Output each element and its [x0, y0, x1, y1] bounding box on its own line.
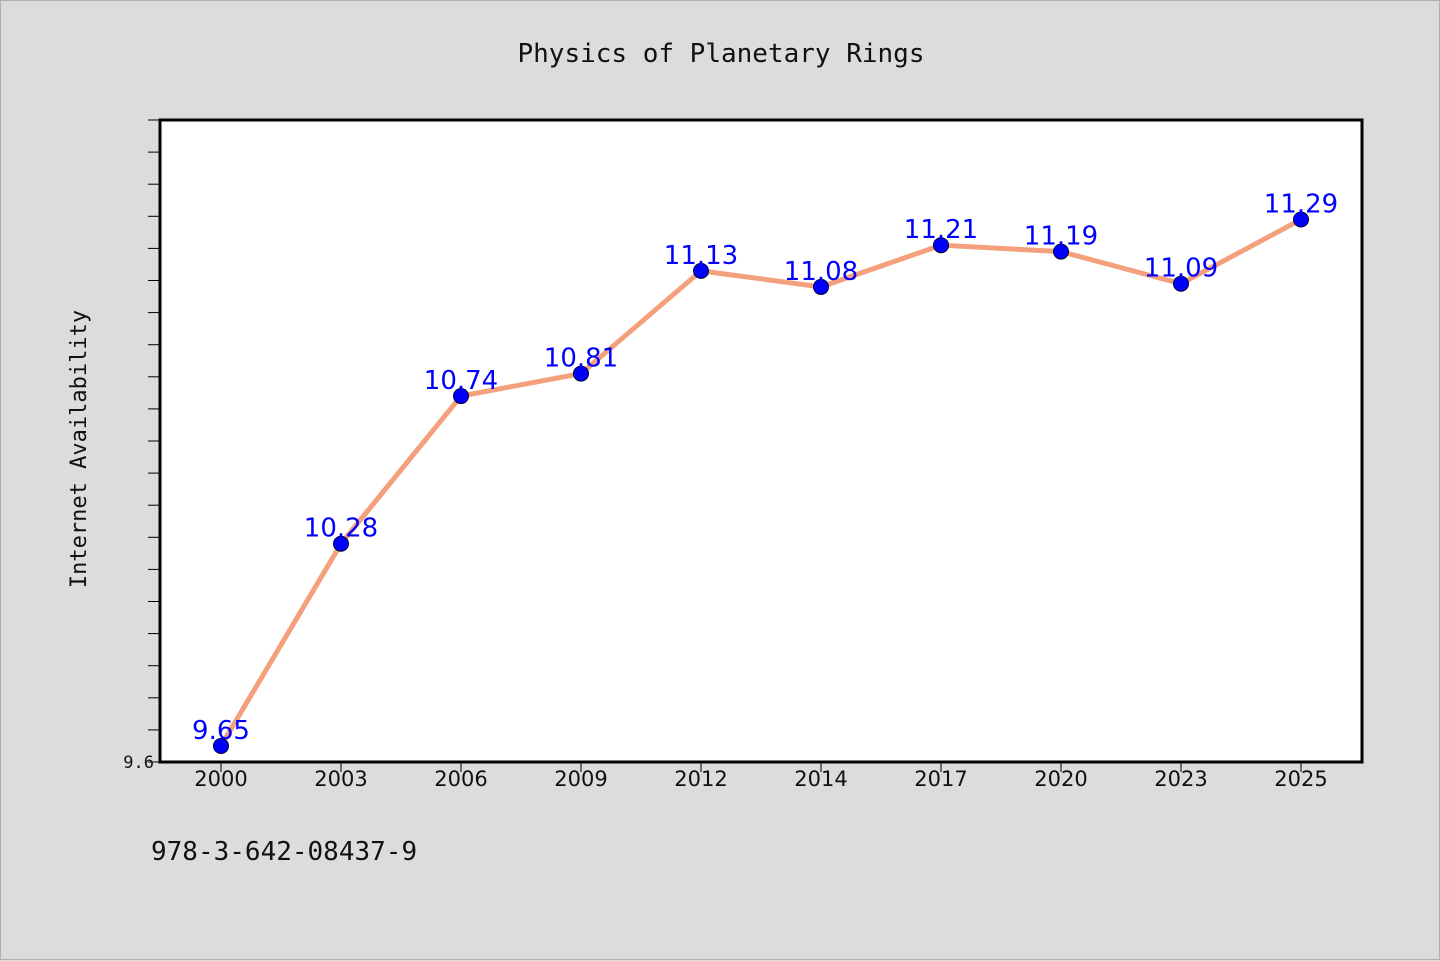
y-tick-label: 9.6: [123, 753, 154, 773]
x-tick-label: 2025: [1274, 767, 1327, 791]
data-label: 11.21: [904, 215, 978, 245]
chart-title: Physics of Planetary Rings: [518, 39, 925, 69]
x-axis-ticks: 2000 2003 2006 2009 2012 2014 2017 2020 2023 2025: [194, 762, 1328, 791]
data-label: 11.19: [1024, 222, 1098, 252]
data-point: [813, 278, 829, 295]
data-point: [933, 237, 949, 254]
x-tick-label: 2009: [554, 767, 607, 791]
data-point: [333, 535, 349, 552]
data-label: 10.74: [424, 366, 498, 396]
series-line: [218, 217, 1303, 748]
data-label: 11.29: [1264, 190, 1338, 220]
data-point: [1173, 275, 1189, 292]
data-point: [573, 365, 589, 382]
data-label: 11.09: [1144, 254, 1218, 284]
x-tick-label: 2000: [194, 767, 247, 791]
data-label: 9.65: [192, 716, 250, 746]
x-tick-label: 2003: [314, 767, 367, 791]
data-label: 11.13: [664, 241, 738, 271]
y-axis-ticks: 9.6: [123, 119, 160, 773]
data-point: [1293, 211, 1309, 228]
x-tick-label: 2012: [674, 767, 727, 791]
x-tick-label: 2017: [914, 767, 967, 791]
data-point: [1053, 243, 1069, 260]
x-tick-label: 2023: [1154, 767, 1207, 791]
data-label: 11.08: [784, 257, 858, 287]
data-point: [693, 262, 709, 279]
data-point: [213, 737, 229, 754]
series-layer: [213, 211, 1309, 754]
x-tick-label: 2014: [794, 767, 847, 791]
x-tick-label: 2006: [434, 767, 487, 791]
x-tick-label: 2020: [1034, 767, 1087, 791]
y-axis-label: Internet Availability: [67, 310, 92, 588]
isbn-label: 978-3-642-08437-9: [151, 837, 418, 867]
data-labels: 9.65 10.28 10.74 10.81 11.13 11.08 11.21 11.19 1…: [192, 190, 1338, 746]
data-point: [453, 388, 469, 405]
plot-area: [158, 118, 1364, 764]
data-label: 10.81: [544, 344, 618, 374]
data-label: 10.28: [304, 514, 378, 544]
